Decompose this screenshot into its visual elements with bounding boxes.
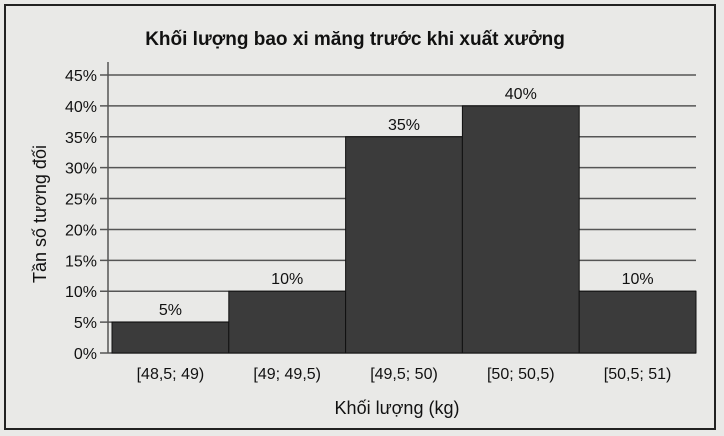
y-tick-label: 0% bbox=[74, 346, 97, 363]
y-tick-label: 25% bbox=[65, 192, 97, 209]
y-tick-label: 5% bbox=[74, 315, 97, 332]
bar-value-label: 40% bbox=[505, 86, 537, 103]
histogram-bar bbox=[111, 321, 230, 354]
bar-value-label: 10% bbox=[271, 271, 303, 288]
histogram-bar bbox=[228, 290, 347, 354]
bar-value-label: 5% bbox=[159, 302, 182, 319]
x-axis-label: Khối lượng (kg) bbox=[335, 398, 460, 418]
histogram-bar bbox=[578, 290, 697, 354]
histogram-bar bbox=[461, 105, 580, 354]
x-tick-label: [50,5; 51) bbox=[604, 366, 672, 383]
chart-frame bbox=[4, 4, 716, 430]
y-tick-label: 15% bbox=[65, 253, 97, 270]
y-tick-label: 10% bbox=[65, 284, 97, 301]
x-tick-label: [50; 50,5) bbox=[487, 366, 555, 383]
y-tick-label: 45% bbox=[65, 68, 97, 85]
y-tick-label: 35% bbox=[65, 130, 97, 147]
histogram-bar bbox=[345, 136, 463, 354]
x-tick-label: [48,5; 49) bbox=[137, 366, 205, 383]
y-tick-label: 20% bbox=[65, 222, 97, 239]
x-tick-label: [49,5; 50) bbox=[370, 366, 438, 383]
bar-value-label: 35% bbox=[388, 117, 420, 134]
y-tick-label: 30% bbox=[65, 161, 97, 178]
y-tick-label: 40% bbox=[65, 99, 97, 116]
x-tick-label: [49; 49,5) bbox=[253, 366, 321, 383]
chart-title: Khối lượng bao xi măng trước khi xuất xư… bbox=[145, 29, 565, 50]
bar-value-label: 10% bbox=[622, 271, 654, 288]
y-axis-label: Tần số tương đối bbox=[30, 145, 50, 283]
